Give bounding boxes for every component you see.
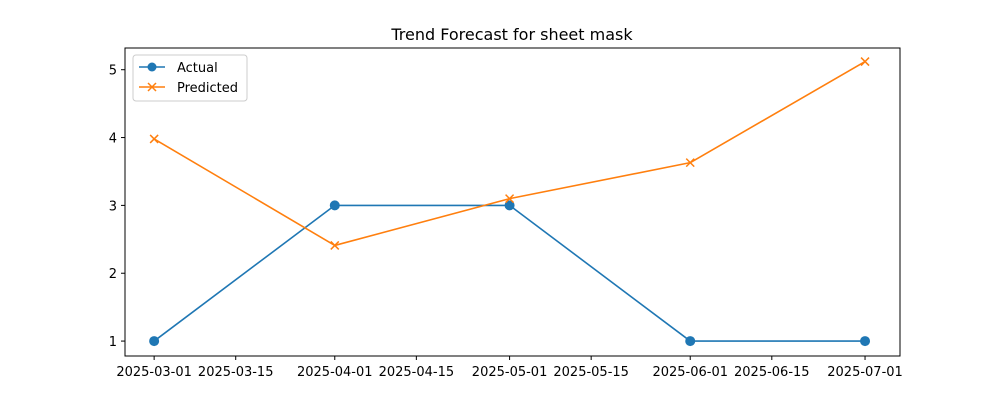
x-tick-label: 2025-05-01 — [472, 365, 548, 380]
data-point-actual — [149, 336, 160, 347]
data-point-predicted — [685, 158, 695, 168]
data-point-actual — [860, 336, 871, 347]
y-tick-label: 5 — [109, 64, 117, 79]
x-tick-label: 2025-03-15 — [198, 365, 274, 380]
data-point-predicted — [149, 134, 159, 144]
x-tick-label: 2025-05-15 — [553, 365, 629, 380]
data-point-actual — [685, 336, 696, 347]
data-point-actual — [504, 200, 515, 211]
y-tick-label: 4 — [109, 132, 117, 147]
y-tick-label: 1 — [109, 335, 117, 350]
legend-label-actual: Actual — [177, 61, 218, 76]
legend-marker-predicted — [147, 82, 157, 92]
y-tick-label: 2 — [109, 267, 117, 282]
data-point-actual — [329, 200, 340, 211]
series-line-actual — [153, 204, 866, 342]
legend-label-predicted: Predicted — [177, 81, 238, 96]
series-line-predicted — [153, 60, 866, 247]
data-point-predicted — [330, 240, 340, 250]
x-tick-label: 2025-07-01 — [827, 365, 903, 380]
plot-area: 2025-03-01 2025-03-15 2025-04-01 2025-04-15… — [109, 47, 903, 380]
data-point-predicted — [505, 194, 515, 204]
chart-title: Trend Forecast for sheet mask — [390, 25, 633, 44]
x-tick-label: 2025-06-01 — [652, 365, 728, 380]
data-point-predicted — [860, 57, 870, 67]
x-tick-label: 2025-04-15 — [379, 365, 455, 380]
plot-frame — [124, 47, 901, 357]
y-tick-label: 3 — [109, 199, 117, 214]
x-tick-label: 2025-04-01 — [297, 365, 373, 380]
x-tick-label: 2025-03-01 — [116, 365, 192, 380]
x-tick-label: 2025-06-15 — [734, 365, 810, 380]
legend-marker-actual — [147, 62, 157, 72]
